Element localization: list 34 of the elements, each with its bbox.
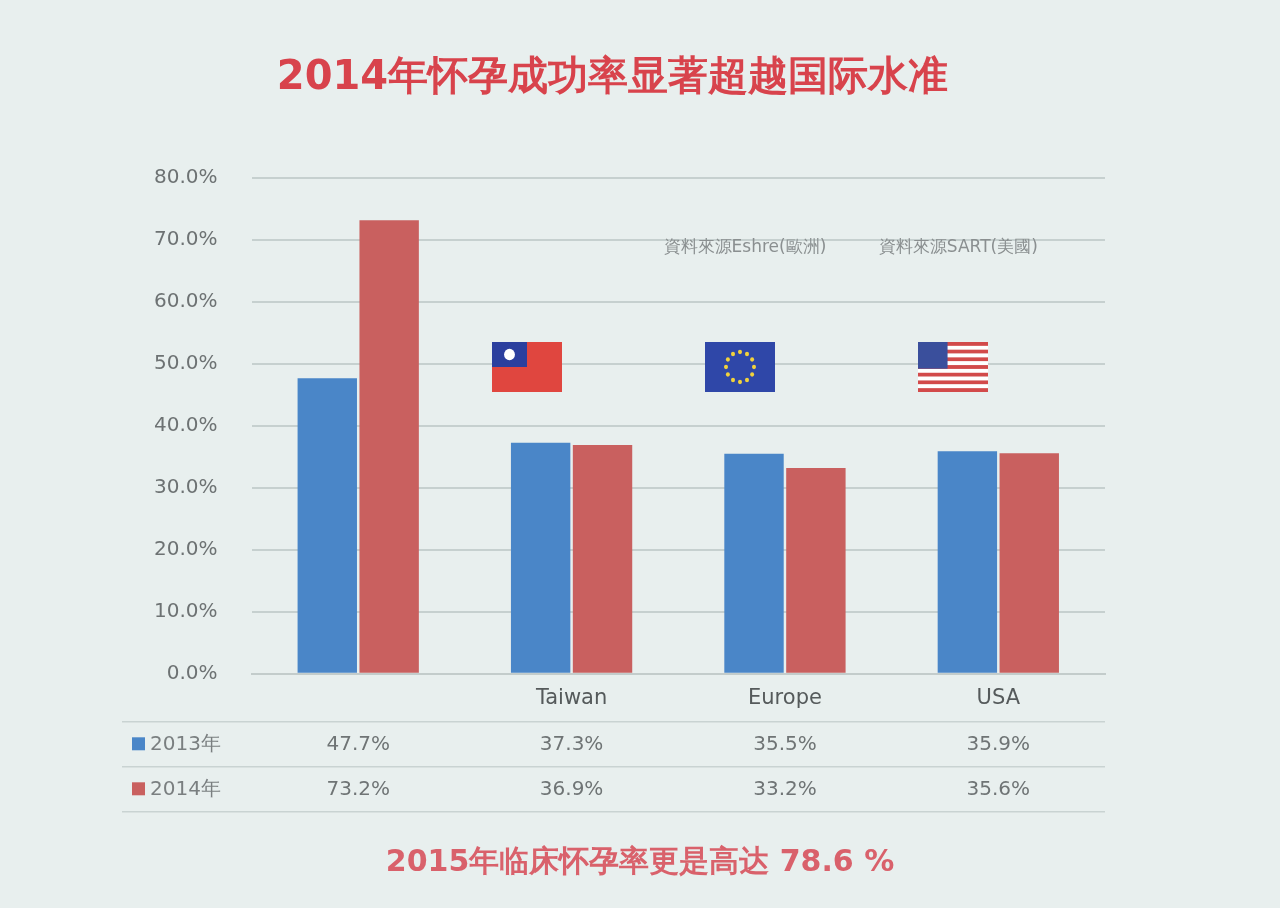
data-label: 37.3% <box>539 730 604 755</box>
data-label: 35.9% <box>966 730 1031 755</box>
bar <box>359 220 419 673</box>
y-tick-label: 70.0% <box>153 226 218 251</box>
bar <box>297 378 357 673</box>
data-label: 35.5% <box>753 730 817 755</box>
y-tick-label: 20.0% <box>153 536 218 561</box>
bar <box>786 468 846 673</box>
data-label: 35.6% <box>966 775 1031 800</box>
text: 2015年临床怀孕率更是高达 78.6 % <box>385 842 895 878</box>
legend-label: 2013年 <box>150 730 221 755</box>
bar <box>572 445 633 673</box>
data-label: 47.7% <box>326 730 390 755</box>
bar <box>999 453 1059 673</box>
bar <box>724 453 784 673</box>
bar <box>510 442 571 673</box>
data-label: 73.2% <box>326 775 390 800</box>
y-tick-label: 10.0% <box>153 598 218 623</box>
legend-label: 2014年 <box>150 775 221 800</box>
data-label: 33.2% <box>753 775 817 800</box>
y-tick-label: 30.0% <box>153 474 218 499</box>
y-tick-label: 0.0% <box>166 660 218 684</box>
data-label: 36.9% <box>539 775 604 800</box>
y-tick-label: 80.0% <box>153 164 218 189</box>
x-tick-label: Europe <box>748 684 822 709</box>
x-tick-label: USA <box>976 684 1021 709</box>
chart-title: 2014年怀孕成功率显著超越国际水准 <box>276 52 949 99</box>
annotation: 資料來源SART(美國) <box>878 235 1038 256</box>
y-tick-label: 60.0% <box>153 288 218 313</box>
bar <box>937 451 998 673</box>
annotation: 資料來源Eshre(歐洲) <box>663 235 827 256</box>
x-tick-label: Taiwan <box>534 684 608 709</box>
y-tick-label: 50.0% <box>153 350 218 375</box>
y-tick-label: 40.0% <box>153 412 218 437</box>
